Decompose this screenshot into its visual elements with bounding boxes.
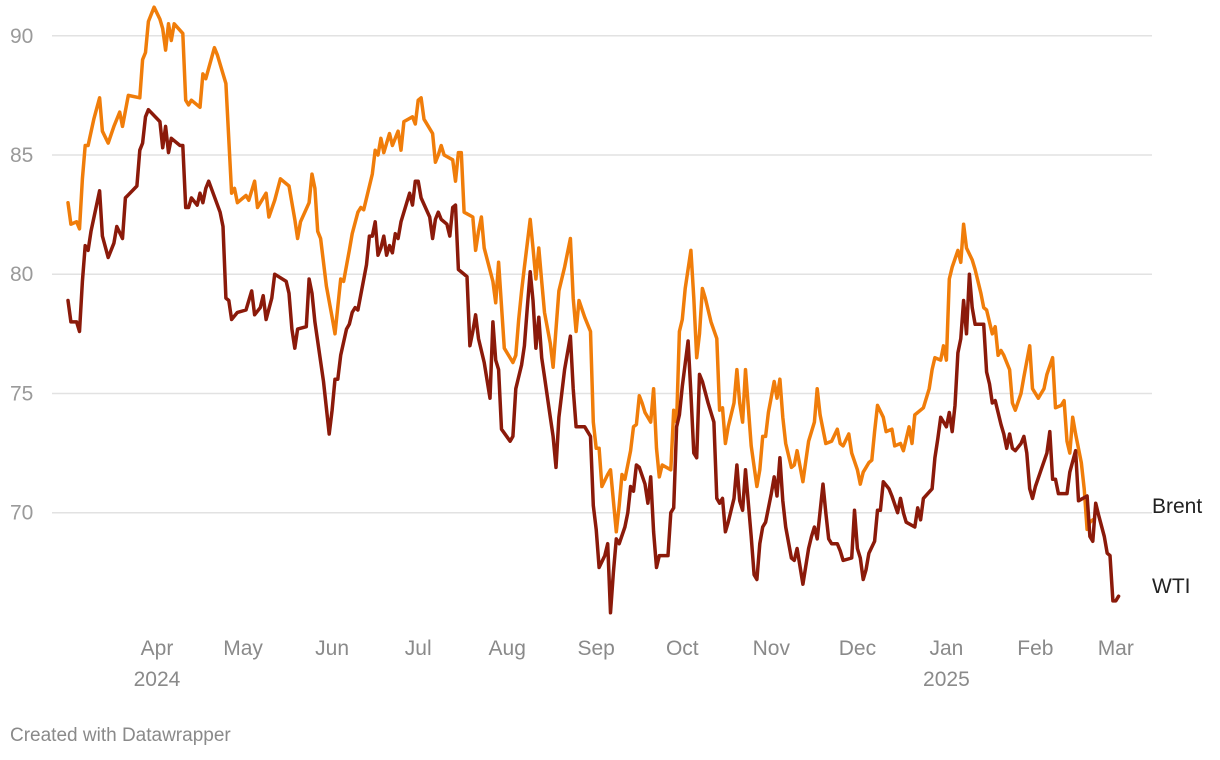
- series-lines: [66, 5, 1121, 615]
- y-tick-label-70: 70: [10, 502, 33, 525]
- x-tick-label-jun: Jun: [315, 637, 349, 660]
- x-tick-label-jan: Jan: [929, 637, 963, 660]
- y-tick-label-80: 80: [10, 263, 33, 286]
- y-tick-label-90: 90: [10, 25, 33, 48]
- x-tick-label-dec: Dec: [839, 637, 876, 660]
- x-tick-label-aug: Aug: [489, 637, 526, 660]
- series-line-wti: [66, 107, 1121, 615]
- y-axis-ticks: 70 75 80 85 90: [10, 25, 33, 525]
- series-labels: Brent WTI: [1152, 495, 1202, 598]
- x-tick-label-jul: Jul: [405, 637, 432, 660]
- x-tick-label-may: May: [223, 637, 263, 660]
- y-gridlines: [52, 35, 1152, 514]
- credit-footer: Created with Datawrapper: [10, 725, 231, 746]
- x-tick-label-apr: Apr: [141, 637, 174, 660]
- x-axis-ticks: Apr 2024 May Jun Jul Aug Sep Oct Nov Dec Jan 2025 Fe…: [134, 637, 1134, 691]
- series-line-brent: [66, 5, 1095, 534]
- x-tick-label-oct: Oct: [666, 637, 699, 660]
- y-tick-label-85: 85: [10, 144, 33, 167]
- x-tick-label-feb: Feb: [1017, 637, 1053, 660]
- series-label-brent: Brent: [1152, 495, 1202, 518]
- x-tick-label-nov: Nov: [753, 637, 791, 660]
- x-tick-label-sep: Sep: [578, 637, 615, 660]
- x-tick-label-mar: Mar: [1098, 637, 1134, 660]
- x-tick-year-2024: 2024: [134, 668, 181, 691]
- series-label-wti: WTI: [1152, 575, 1190, 598]
- x-tick-year-2025: 2025: [923, 668, 970, 691]
- y-tick-label-75: 75: [10, 382, 33, 405]
